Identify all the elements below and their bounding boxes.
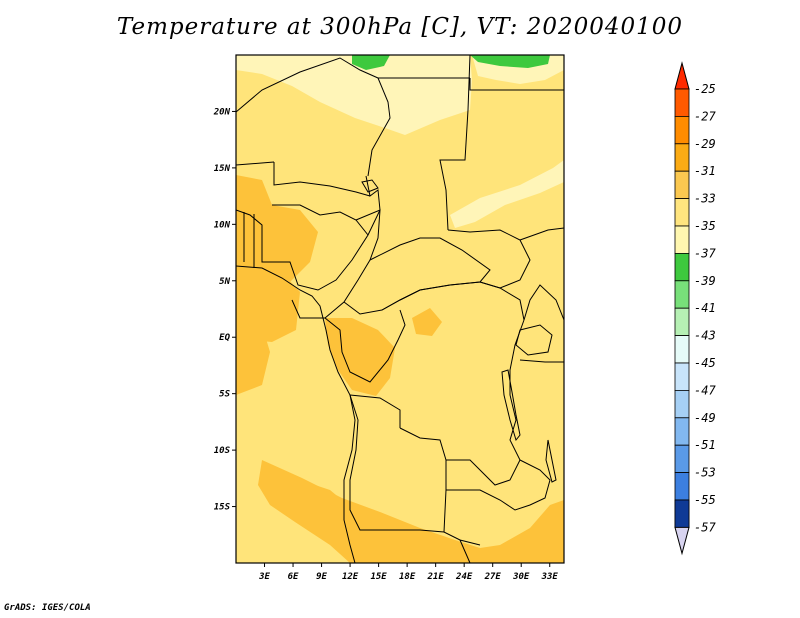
- border-angola: [349, 394, 481, 546]
- colorbar-label: -57: [694, 520, 716, 534]
- field-band-m31-south-small: [300, 480, 342, 500]
- colorbar-label: -37: [694, 246, 716, 260]
- lake-tanganyika: [501, 369, 521, 442]
- y-axis-ticks: 20N 15N 10N 5N EQ 5S 10S 15S: [213, 107, 236, 513]
- border-south-sudan: [447, 229, 531, 289]
- field-band-m37-north-a: [352, 55, 390, 70]
- x-tick-label: 18E: [399, 572, 416, 582]
- border-tanzania: [519, 359, 564, 363]
- border-libya-egypt: [367, 77, 391, 177]
- colorbar-swatch: [674, 198, 690, 227]
- x-tick-label: 9E: [316, 572, 327, 582]
- colorbar-label: -41: [694, 301, 716, 315]
- map-frame: [235, 54, 565, 564]
- page-title: Temperature at 300hPa [C], VT: 202004010…: [116, 14, 684, 40]
- border-ethiopia: [519, 227, 564, 241]
- border-drc-north: [381, 281, 525, 321]
- x-tick-label: 15E: [370, 572, 387, 582]
- border-zambia: [446, 459, 551, 511]
- field-band-m35-north: [236, 55, 472, 135]
- field-band-m31-southwest: [258, 460, 564, 563]
- colorbar: -25 -27 -29 -31 -33 -35 -37 -39 -41 -43 -45 -47 -49 -…: [674, 61, 716, 556]
- y-tick-label: 15N: [214, 164, 231, 174]
- x-tick-label: 27E: [484, 572, 502, 582]
- colorbar-label: -27: [694, 109, 716, 123]
- colorbar-label: -33: [694, 192, 716, 206]
- colorbar-swatch: [674, 417, 690, 446]
- x-tick-label: 33E: [541, 572, 559, 582]
- colorbar-swatch: [674, 335, 690, 364]
- x-tick-label: 30E: [512, 572, 530, 582]
- colorbar-swatch: [674, 88, 690, 117]
- border-chad-car: [365, 175, 381, 236]
- border-namibia-botswana: [459, 539, 471, 563]
- colorbar-swatch: [674, 362, 690, 391]
- y-tick-label: 10N: [214, 220, 231, 230]
- border-kenya-uganda: [523, 284, 564, 321]
- colorbar-bottom-arrow: [674, 526, 690, 556]
- country-borders: [236, 55, 564, 563]
- colorbar-label: -49: [694, 411, 716, 425]
- colorbar-label: -47: [694, 383, 716, 397]
- y-tick-label: 15S: [214, 503, 231, 513]
- colorbar-swatch: [674, 307, 690, 337]
- border-mali-niger: [236, 161, 275, 166]
- lake-malawi: [545, 439, 557, 483]
- colorbar-swatch: [674, 170, 690, 199]
- x-tick-label: 6E: [288, 572, 299, 582]
- colorbar-swatch: [674, 280, 690, 309]
- coast-west: [236, 265, 356, 563]
- colorbar-swatch: [674, 499, 690, 528]
- border-sudan-east: [469, 78, 564, 91]
- border-egypt-sudan: [439, 55, 471, 231]
- field-band-m31-congo-central: [412, 308, 442, 336]
- lake-chad: [361, 179, 379, 193]
- colorbar-swatch: [674, 225, 690, 254]
- colorbar-label: -53: [694, 466, 716, 480]
- field-band-m37-north-b: [470, 55, 550, 68]
- colorbar-label: -29: [694, 137, 716, 151]
- colorbar-swatch: [674, 252, 690, 282]
- x-tick-label: 24E: [455, 572, 473, 582]
- colorbar-label: -39: [694, 274, 716, 288]
- grads-credit: GrADS: IGES/COLA: [4, 603, 91, 613]
- colorbar-top-arrow: [674, 61, 690, 90]
- colorbar-label: -43: [694, 329, 716, 343]
- colorbar-label: -35: [694, 219, 716, 233]
- y-tick-label: 20N: [213, 107, 231, 117]
- x-tick-label: 3E: [258, 572, 270, 582]
- x-tick-label: 21E: [427, 572, 445, 582]
- colorbar-label: -55: [694, 493, 716, 507]
- colorbar-swatch: [674, 444, 690, 474]
- colorbar-label: -51: [694, 438, 716, 452]
- colorbar-label: -45: [694, 356, 716, 370]
- field-band-m31-gulf: [236, 266, 300, 342]
- border-algeria-libya: [236, 57, 379, 113]
- field-band-m31-congo-west: [325, 318, 395, 396]
- colorbar-swatch: [674, 389, 690, 419]
- colorbar-label: -25: [694, 82, 716, 96]
- border-niger-chad: [273, 162, 371, 197]
- x-axis-ticks: 3E 6E 9E 12E 15E 18E 21E 24E 27E 30E 33E: [258, 563, 558, 582]
- temperature-field: [236, 55, 564, 563]
- lake-victoria: [515, 324, 553, 356]
- colorbar-label: -31: [694, 164, 716, 178]
- border-ghana-togo: [243, 212, 255, 268]
- border-congo-gabon: [324, 309, 406, 383]
- border-drc-west: [349, 394, 401, 428]
- colorbar-swatch: [674, 143, 690, 172]
- field-band-m35-east-streak: [450, 160, 564, 228]
- border-nigeria: [272, 204, 369, 291]
- y-tick-label: 10S: [214, 446, 231, 456]
- y-tick-label: 5S: [219, 390, 230, 400]
- x-tick-label: 12E: [342, 572, 359, 582]
- y-tick-label: 5N: [219, 277, 230, 287]
- border-west-africa: [236, 209, 272, 263]
- border-cameroon: [291, 209, 381, 319]
- colorbar-swatch: [674, 472, 690, 501]
- colorbar-swatch: [674, 116, 690, 145]
- y-tick-label: EQ: [219, 333, 230, 343]
